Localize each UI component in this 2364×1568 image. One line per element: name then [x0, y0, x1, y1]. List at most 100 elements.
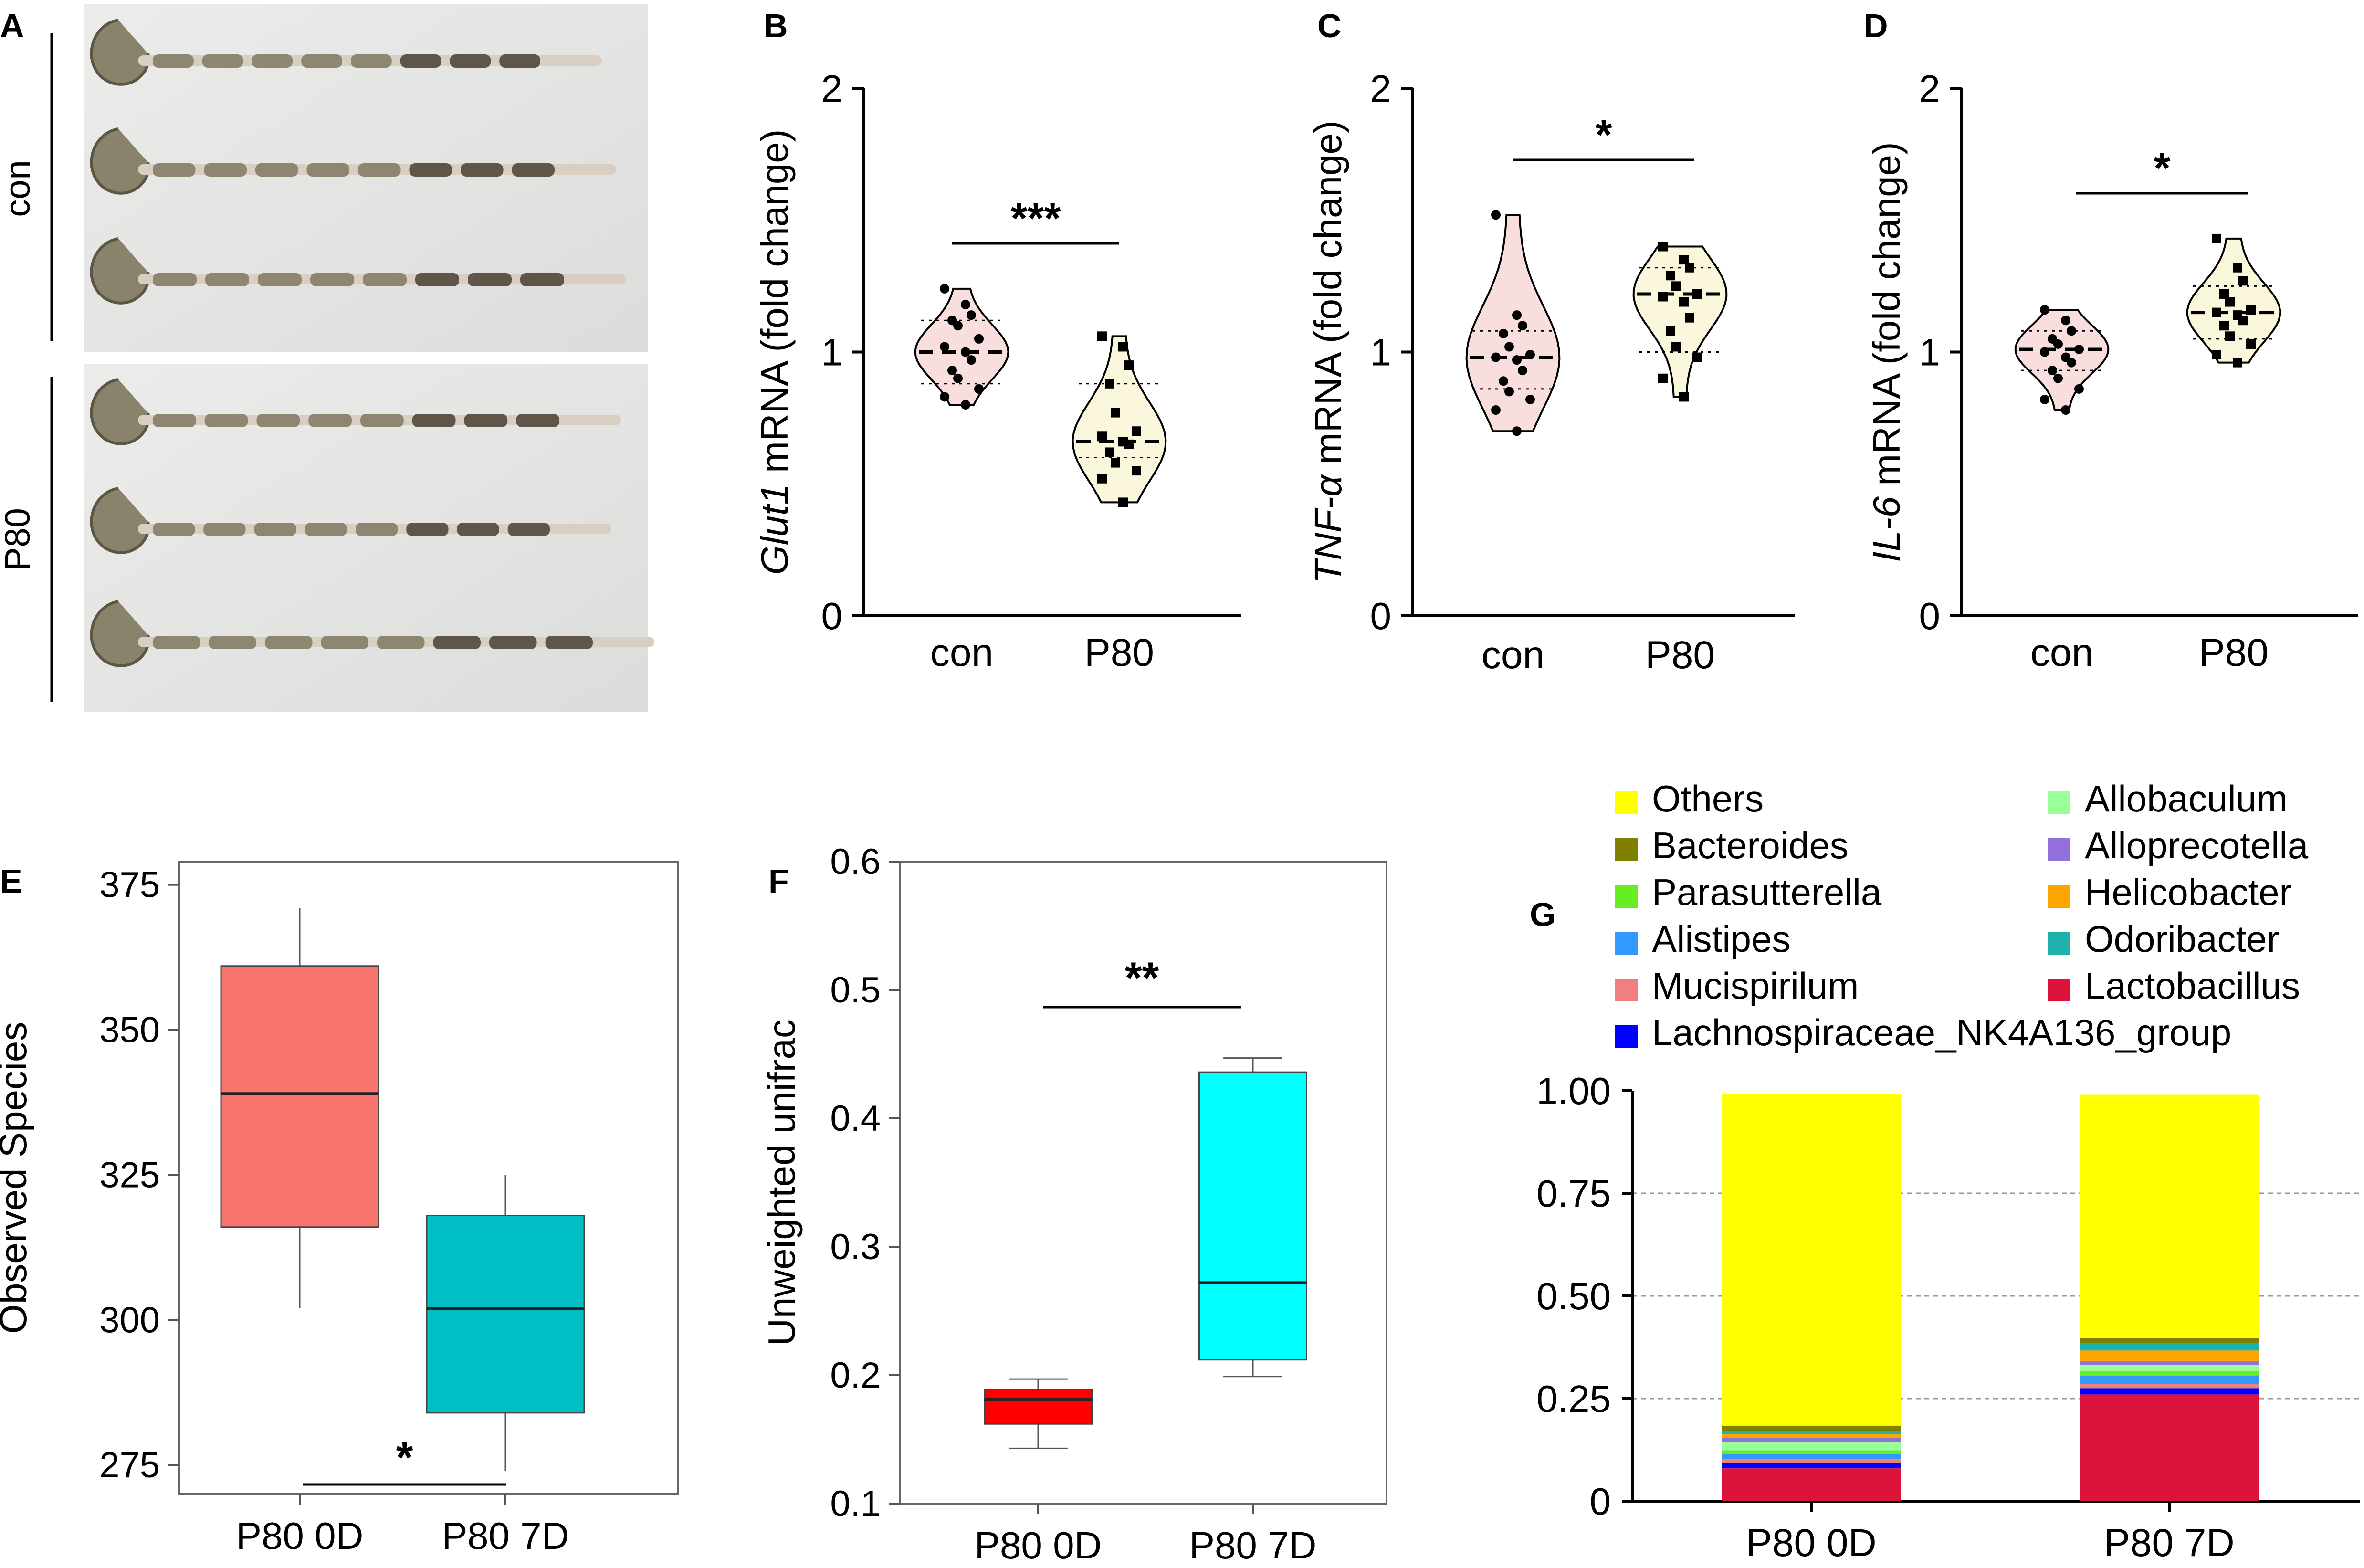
intestine-specimen [90, 378, 621, 445]
x-tick-label: con [1481, 633, 1544, 677]
group-label-p80: P80 [0, 508, 37, 571]
legend-swatch [1615, 932, 1638, 955]
y-tick-label: 1.00 [1536, 1070, 1611, 1112]
data-point [2074, 384, 2084, 394]
fecal-pellet [265, 636, 313, 649]
data-point [2238, 316, 2248, 326]
data-point [947, 366, 957, 376]
violin-shape-P80 [1072, 335, 1167, 504]
box-P80 7D [1198, 1071, 1307, 1361]
data-point [1658, 292, 1668, 302]
fecal-pellet [153, 54, 194, 68]
group-label-con: con [0, 160, 37, 217]
data-point [940, 342, 949, 352]
fecal-pellet [205, 273, 249, 286]
data-point [1666, 326, 1675, 336]
fecal-pellet [507, 523, 550, 536]
data-point [1499, 376, 1508, 386]
legend-label: Others [1652, 778, 1764, 820]
intestine-specimen [90, 600, 654, 667]
fecal-pellet [377, 636, 425, 649]
data-point [1518, 366, 1527, 376]
data-point [1124, 360, 1134, 370]
data-point [2040, 305, 2049, 315]
panel-label-d: D [1864, 7, 1888, 44]
panel-label-b: B [764, 7, 788, 44]
bar-segment-Bacteroides [1722, 1425, 1901, 1431]
x-tick-label: P80 0D [1746, 1521, 1877, 1565]
data-point [1525, 394, 1535, 404]
bar-segment-Helicobacter [1722, 1433, 1901, 1438]
fecal-pellet [202, 54, 243, 68]
data-point [2040, 394, 2049, 404]
box-P80 0D [220, 965, 379, 1228]
data-point [1097, 331, 1107, 341]
y-tick-label: 1 [821, 331, 843, 374]
data-point [2238, 276, 2248, 286]
fecal-pellet [516, 414, 559, 427]
violin-shape-con [914, 287, 1009, 406]
panel-label-c: C [1317, 7, 1342, 44]
panel-d-violin-chart: D 0 1 2 IL-6 mRNA (fold change) con P80 * [1864, 7, 2358, 674]
panel-label-g: G [1530, 896, 1555, 933]
y-axis-label: TNF-α mRNA (fold change) [1307, 120, 1349, 583]
significance-marker: * [396, 1433, 413, 1482]
legend-swatch [1615, 791, 1638, 814]
data-point [2067, 326, 2076, 336]
fecal-pellet [310, 273, 354, 286]
bar-segment-Others [1722, 1094, 1901, 1426]
y-tick-label: 0.4 [830, 1098, 881, 1139]
data-point [940, 284, 949, 294]
legend-label: Parasutterella [1652, 871, 1882, 913]
y-axis-label-gene: Glut1 [753, 484, 796, 575]
y-axis-label: IL-6 mRNA (fold change) [1865, 142, 1908, 562]
fecal-pellet [409, 163, 452, 177]
legend-swatch [1615, 1025, 1638, 1048]
bar-segment-Allobaculum [1722, 1442, 1901, 1451]
bar-segment-Mucispirilum [2080, 1384, 2259, 1389]
x-tick-label: P80 [1084, 631, 1154, 674]
y-tick-label: 0.25 [1536, 1378, 1611, 1420]
legend-label: Mucispirilum [1652, 965, 1859, 1007]
data-point [1499, 328, 1508, 338]
data-point [2246, 305, 2256, 315]
bar-segment-Helicobacter [2080, 1350, 2259, 1361]
data-point [1491, 210, 1501, 220]
intestine-specimen [90, 127, 616, 195]
data-point [1132, 466, 1141, 476]
intestine-specimen [90, 487, 611, 554]
fecal-pellet [203, 523, 246, 536]
intestine-specimen [90, 237, 626, 305]
data-point [2225, 297, 2235, 307]
data-point [2212, 233, 2221, 243]
bar-segment-Others [2080, 1094, 2259, 1338]
significance-marker: *** [1010, 195, 1061, 242]
data-point [1105, 379, 1114, 389]
fecal-pellet [209, 636, 256, 649]
fecal-pellet [204, 414, 248, 427]
legend-label: Lactobacillus [2085, 965, 2300, 1007]
fecal-pellet [153, 414, 196, 427]
bar-segment-Odoribacter [2080, 1343, 2259, 1351]
fecal-pellet [400, 54, 441, 68]
bar-segment-Allobaculum [2080, 1365, 2259, 1371]
data-point [2067, 358, 2076, 368]
panel-label-e: E [0, 863, 22, 900]
fecal-pellet [258, 273, 302, 286]
data-point [2219, 321, 2229, 331]
significance-marker: ** [1125, 954, 1159, 1002]
panel-e-box-chart: E 275 300 325 350 375 Observed Species P80 0D P… [0, 861, 679, 1557]
y-tick-label: 0.50 [1536, 1275, 1611, 1317]
fecal-pellet [254, 523, 296, 536]
y-tick-label: 325 [99, 1155, 160, 1195]
y-tick-label: 0 [1919, 595, 1941, 637]
fecal-pellet [153, 523, 195, 536]
data-point [1132, 426, 1141, 436]
panel-b-violin-chart: B 0 1 2 Glut1 mRNA (fold change) con P80 *** [753, 7, 1241, 674]
bar-segment-Alistipes [2080, 1376, 2259, 1384]
fecal-pellet [153, 273, 197, 286]
data-point [1518, 321, 1527, 331]
x-tick-label: P80 [1645, 633, 1715, 677]
